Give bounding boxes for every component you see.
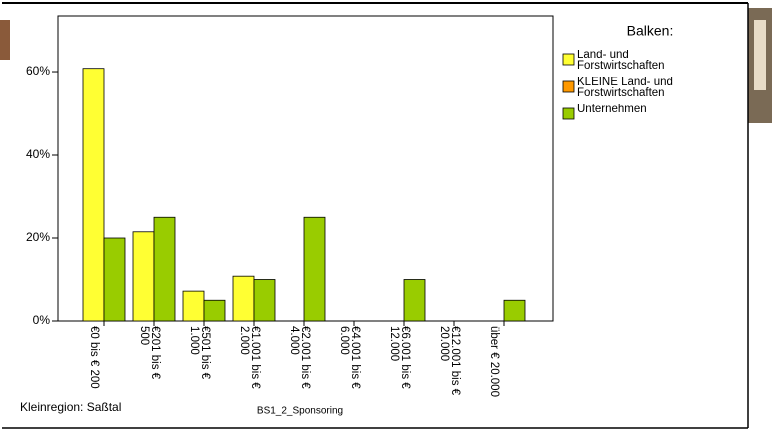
bar	[103, 237, 126, 322]
legend-swatch	[562, 107, 575, 120]
y-tick-label: 20%	[26, 230, 50, 244]
legend-item: KLEINE Land- und Forstwirtschaften	[577, 77, 673, 99]
bar	[232, 275, 255, 322]
background-photo-fragment	[754, 20, 766, 90]
bar	[403, 279, 426, 322]
legend-item: Unternehmen	[577, 104, 647, 115]
x-tick-label: €6.001 bis € 12.000	[388, 326, 411, 389]
bar	[82, 68, 105, 322]
bar	[253, 279, 276, 322]
legend-title: Balken:	[627, 23, 674, 39]
x-tick-label: €0 bis € 200	[88, 326, 100, 389]
x-tick-label: €1.001 bis € 2.000	[238, 326, 261, 389]
bar	[303, 216, 326, 322]
x-tick-label: über € 20.000	[488, 326, 500, 397]
legend-item: Land- und Forstwirtschaften	[577, 50, 665, 72]
x-tick-label: €4.001 bis € 6.000	[338, 326, 361, 389]
x-tick-label: €201 bis € 500	[138, 326, 161, 380]
bar	[132, 231, 155, 322]
x-tick-label: €501 bis € 1.000	[188, 326, 211, 380]
bar	[203, 299, 226, 322]
footnote: Kleinregion: Saßtal	[20, 400, 121, 414]
x-tick-label: €2.001 bis € 4.000	[288, 326, 311, 389]
y-tick-label: 40%	[26, 147, 50, 161]
bar	[153, 216, 176, 322]
legend-label: Unternehmen	[577, 104, 647, 115]
x-axis-label: BS1_2_Sponsoring	[257, 406, 343, 417]
y-tick-label: 0%	[33, 313, 51, 327]
legend-label: Land- und Forstwirtschaften	[577, 50, 665, 72]
legend-swatch	[562, 53, 575, 66]
y-tick-label: 60%	[26, 64, 50, 78]
bar	[503, 299, 526, 322]
legend-label: KLEINE Land- und Forstwirtschaften	[577, 77, 673, 99]
background-photo-fragment	[0, 20, 10, 60]
x-tick-label: €12.001 bis € 20.000	[438, 326, 461, 396]
legend-swatch	[562, 80, 575, 93]
bar	[182, 290, 205, 322]
